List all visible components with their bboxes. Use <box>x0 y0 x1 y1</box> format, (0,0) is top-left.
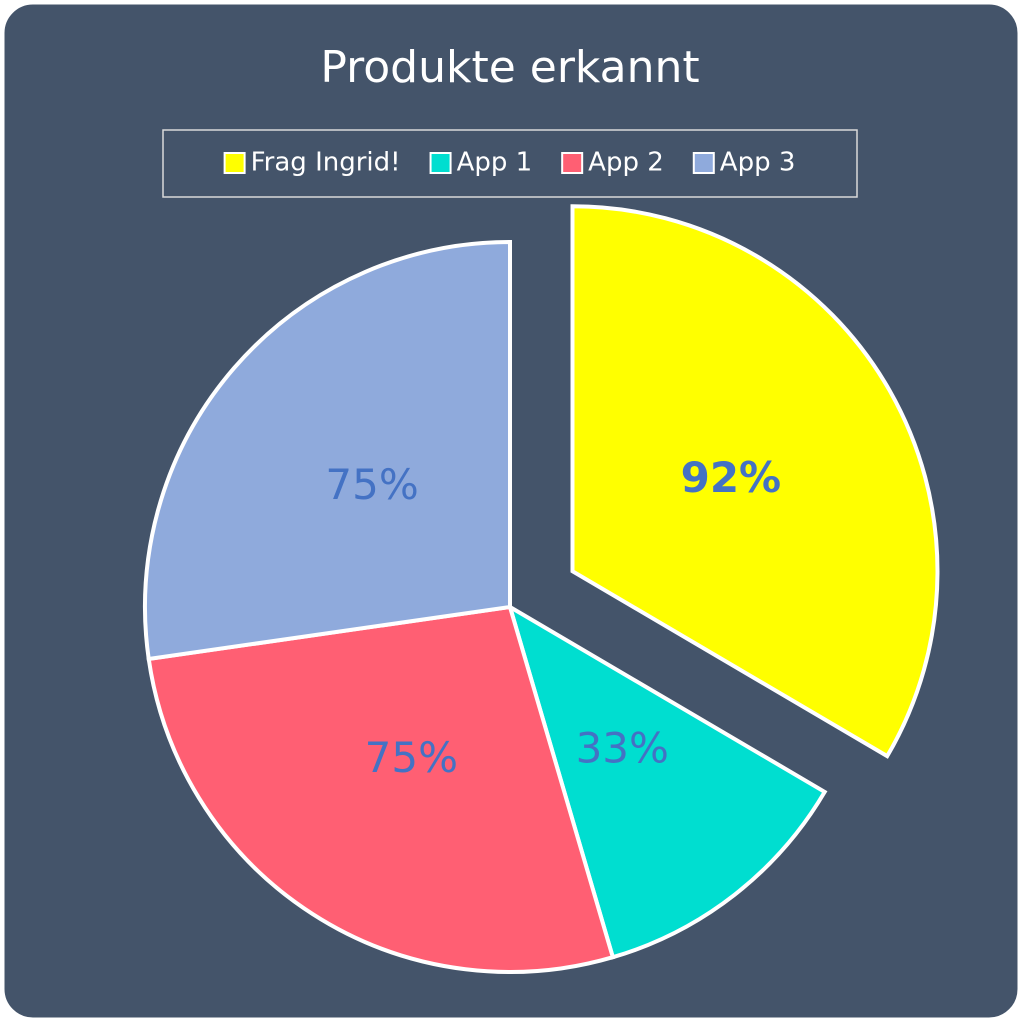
data-label: 75% <box>365 733 458 782</box>
legend-label: App 2 <box>588 148 664 178</box>
legend-box <box>162 129 858 198</box>
chart-title: Produkte erkannt <box>320 42 699 93</box>
pie-slice <box>570 204 940 759</box>
data-label: 75% <box>325 460 418 509</box>
legend-label: Frag Ingrid! <box>251 148 401 178</box>
legend-label: App 1 <box>457 148 533 178</box>
pie-slice <box>146 604 616 974</box>
legend: Frag Ingrid! App 1 App 2 App 3 <box>223 148 796 178</box>
data-label: 33% <box>576 723 669 772</box>
legend-swatch <box>561 152 584 174</box>
legend-label: App 3 <box>720 148 796 178</box>
legend-swatch <box>692 152 715 174</box>
legend-swatch <box>223 152 246 174</box>
pie-slice <box>143 239 512 662</box>
legend-swatch <box>429 152 452 174</box>
data-label: 92% <box>681 453 782 502</box>
